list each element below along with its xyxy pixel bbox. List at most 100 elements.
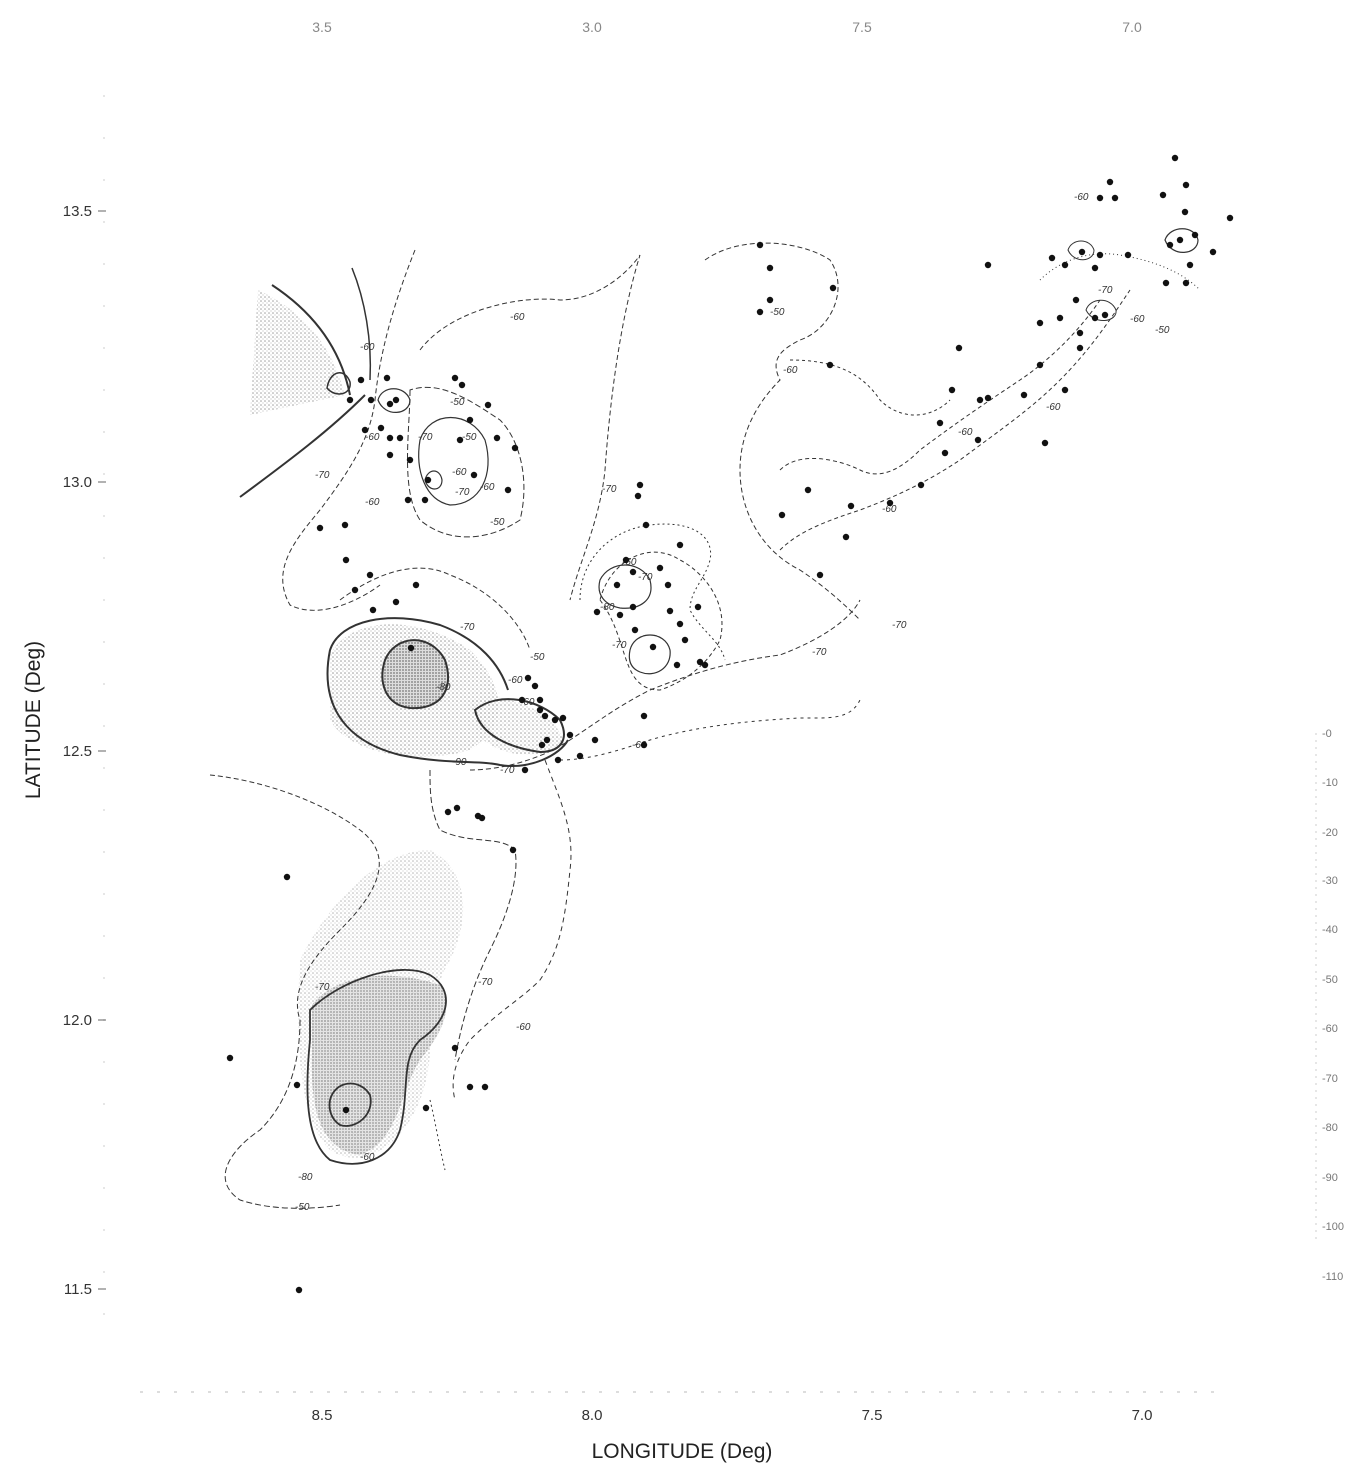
- contour-label-15: -80: [436, 682, 451, 693]
- contour-label-17: -50: [530, 652, 545, 663]
- legend-label-10: -90: [1322, 1172, 1338, 1184]
- station-point: [1226, 214, 1234, 222]
- station-point: [1186, 261, 1194, 269]
- contour-label-36: -50: [770, 307, 785, 318]
- contour-label-13: -70: [460, 622, 475, 633]
- contour-ne-ring-1: [1067, 240, 1095, 261]
- contour-east-50: [579, 523, 726, 661]
- station-point: [676, 541, 684, 549]
- contour-central-80-outer: [326, 617, 569, 767]
- contour-south-80: [306, 969, 447, 1165]
- contour-label-29: -60: [516, 1022, 531, 1033]
- station-point: [422, 1104, 430, 1112]
- contour-ridge-60: [559, 699, 861, 761]
- legend-label-1: -0: [1322, 728, 1332, 740]
- station-point: [1166, 241, 1174, 249]
- station-point: [941, 449, 949, 457]
- station-point: [283, 873, 291, 881]
- station-point: [1106, 178, 1114, 186]
- station-point: [642, 521, 650, 529]
- station-point: [1124, 251, 1132, 259]
- station-point: [361, 426, 369, 434]
- contour-north-loop: [419, 254, 641, 601]
- station-point: [1111, 194, 1119, 202]
- station-point: [518, 696, 526, 704]
- station-point: [531, 682, 539, 690]
- contour-central-70: [339, 567, 531, 651]
- top-tick-2: 3.0: [582, 19, 602, 35]
- station-point: [226, 1054, 234, 1062]
- station-point: [466, 416, 474, 424]
- station-point: [293, 1081, 301, 1089]
- contour-label-33: -60: [882, 504, 897, 515]
- station-point: [1096, 194, 1104, 202]
- station-point: [357, 376, 365, 384]
- station-point: [451, 374, 459, 382]
- station-point: [1061, 261, 1069, 269]
- station-point: [1036, 319, 1044, 327]
- contour-label-16: -60: [520, 697, 535, 708]
- station-point: [917, 481, 925, 489]
- station-point: [386, 400, 394, 408]
- station-point: [392, 598, 400, 606]
- legend-label-11: -100: [1322, 1221, 1344, 1233]
- shade-ridge-strip: [470, 698, 565, 755]
- contour-ne-band-2: [779, 289, 1131, 551]
- station-point: [386, 434, 394, 442]
- contour-east-70a: [598, 564, 652, 609]
- station-point: [842, 533, 850, 541]
- contour-east-60: [599, 551, 723, 691]
- y-tick-11-5: 11.5: [64, 1281, 92, 1298]
- contour-70-loop-a: [418, 417, 489, 506]
- station-point: [295, 1286, 303, 1294]
- station-point: [664, 581, 672, 589]
- station-point: [554, 756, 562, 764]
- station-point: [451, 1044, 459, 1052]
- contour-label-1: -60: [360, 342, 375, 353]
- station-point: [936, 419, 944, 427]
- legend-label-4: -30: [1322, 875, 1338, 887]
- contour-ridge-70: [469, 599, 861, 771]
- contour-ne-dotted: [1039, 253, 1201, 291]
- contour-label-23: -60: [622, 557, 637, 568]
- contour-label-31: -60: [360, 1152, 375, 1163]
- contour-label-8: -60: [452, 467, 467, 478]
- station-point: [541, 712, 549, 720]
- legend-label-5: -40: [1322, 924, 1338, 936]
- station-point: [673, 661, 681, 669]
- contour-southeast-stub: [429, 1099, 446, 1171]
- station-point: [406, 456, 414, 464]
- station-point: [640, 741, 648, 749]
- contour-label-38: -60: [1046, 402, 1061, 413]
- contour-ne-70: [704, 242, 861, 621]
- station-point: [593, 608, 601, 616]
- contour-label-35: -60: [783, 365, 798, 376]
- station-point: [616, 611, 624, 619]
- contour-label-34: -70: [892, 620, 907, 631]
- contour-lines: [209, 228, 1201, 1209]
- station-point: [369, 606, 377, 614]
- y-tick-12-0: 12.0: [63, 1012, 92, 1029]
- station-point: [804, 486, 812, 494]
- contour-nw-diagonal: [239, 394, 366, 498]
- station-point: [694, 603, 702, 611]
- contour-80-core-a: [424, 470, 443, 490]
- station-point: [453, 804, 461, 812]
- station-point: [629, 603, 637, 611]
- contour-south-90: [328, 1082, 372, 1127]
- legend-label-7: -60: [1322, 1023, 1338, 1035]
- station-point: [826, 361, 834, 369]
- contour-label-3: -50: [450, 397, 465, 408]
- station-point: [466, 1083, 474, 1091]
- station-point: [1076, 344, 1084, 352]
- station-point: [756, 308, 764, 316]
- station-point: [342, 1106, 350, 1114]
- station-point: [1182, 181, 1190, 189]
- legend: -0 -10 -20 -30 -40 -50 -60 -70 -80 -90 -…: [1315, 728, 1344, 1283]
- contour-label-28: -70: [478, 977, 493, 988]
- contour-label-26: -70: [812, 647, 827, 658]
- station-point: [984, 394, 992, 402]
- station-point: [341, 521, 349, 529]
- station-point: [1048, 254, 1056, 262]
- station-point: [696, 658, 704, 666]
